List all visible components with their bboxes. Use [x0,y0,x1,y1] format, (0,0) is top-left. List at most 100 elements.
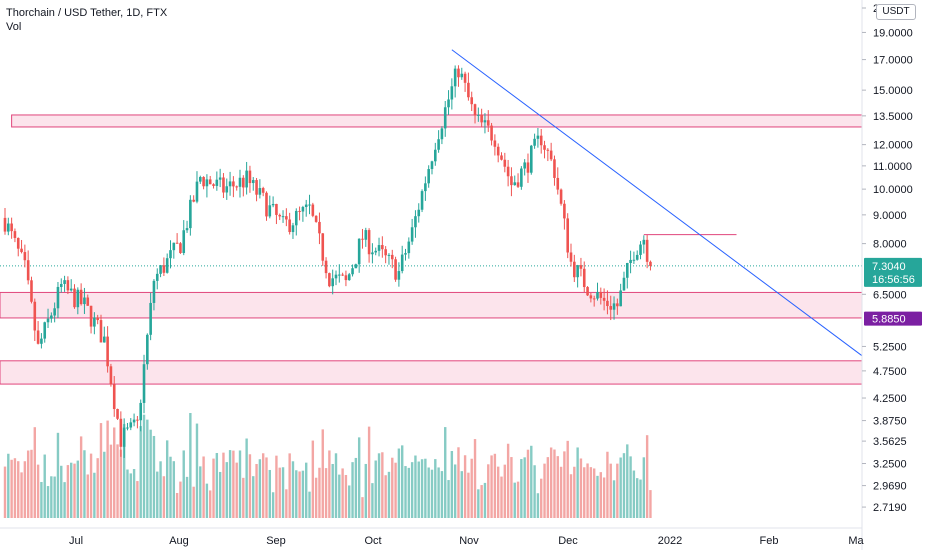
volume-bar [639,479,642,518]
candle-body [50,315,53,319]
volume-bar [156,471,159,518]
volume-bar [301,470,305,518]
volume-bar [559,466,563,518]
candle-body [364,230,368,240]
candle-body [218,177,222,180]
time-tick-label: Sep [266,535,286,547]
candle-body [265,192,268,217]
volume-bar [540,478,543,518]
candle-body [500,155,503,160]
volume-bar [165,440,169,518]
volume-bar [311,440,315,518]
time-tick-label: Nov [459,535,479,547]
candle-body [324,260,328,274]
candle-body [222,177,225,193]
candle-body [344,275,348,281]
price-tick-label: 10.0000 [873,184,913,196]
candle-body [288,219,291,233]
candle-body [205,179,209,187]
volume-bar [235,462,238,518]
volume-bar [602,477,606,518]
volume-bar [374,460,377,518]
candle-body [371,252,374,255]
candle-body [642,239,646,245]
volume-bar [179,481,182,518]
candle-body [278,214,282,217]
candle-body [503,159,507,167]
volume-bar [113,427,116,518]
volume-bar [245,438,248,518]
candle-body [162,265,166,273]
candle-body [126,427,129,429]
volume-bar [619,457,622,518]
candle-body [354,264,358,269]
volume-bar [483,482,487,518]
candle-body [96,317,99,321]
volume-bar [427,467,430,518]
candle-body [427,169,430,184]
candle-body [53,308,56,316]
candle-body [20,248,23,253]
candle-body [467,82,470,98]
price-tick-label: 3.8750 [873,416,907,428]
volume-bar [40,481,43,518]
volume-bar [175,492,179,518]
volume-bar [146,419,149,518]
candle-body [612,303,616,310]
candle-body [493,140,497,147]
candle-body [417,209,421,217]
candle-body [132,419,136,423]
volume-bar [199,466,202,518]
candle-body [407,241,411,254]
candle-body [225,186,229,193]
volume-bar [159,461,162,518]
volume-bar [586,463,589,518]
candle-body [520,168,523,187]
volume-bar [232,450,235,518]
candle-body [172,242,176,251]
volume-bar [453,464,457,518]
volume-bar [573,466,576,518]
volume-bar [10,459,13,518]
candle-body [109,366,113,385]
candle-body [579,265,583,269]
price-tick-label: 9.0000 [873,210,907,222]
volume-bar [377,453,381,518]
candle-body [232,181,235,187]
volume-bar [129,473,132,518]
candle-body [198,177,202,182]
candle-body [546,149,550,151]
volume-bar [36,464,40,518]
volume-bar [536,493,540,518]
volume-bar [142,414,146,518]
candle-body [450,86,454,100]
candle-body [308,204,311,206]
candle-body [649,261,652,266]
candle-body [215,179,219,186]
candle-body [490,125,493,141]
candle-body [529,145,533,173]
candle-body [632,259,636,261]
candle-body [400,254,404,272]
volume-bar [404,466,407,518]
volume-bar [122,424,126,518]
candle-body [179,243,182,254]
price-zones [0,114,863,385]
volume-bar [351,462,354,518]
volume-bar [357,437,361,518]
candle-body [553,159,556,178]
currency-button[interactable]: USDT [876,4,916,20]
volume-bar [384,475,387,518]
volume-bar [66,465,70,518]
volume-bar [410,462,414,518]
candle-body [3,217,7,232]
candle-body [625,262,629,278]
candle-body [235,186,238,188]
candle-body [175,242,179,244]
candle-body [334,274,338,279]
candle-body [185,228,189,231]
candle-body [119,418,123,447]
volume-bar [238,450,242,518]
volume-bar [17,461,20,518]
